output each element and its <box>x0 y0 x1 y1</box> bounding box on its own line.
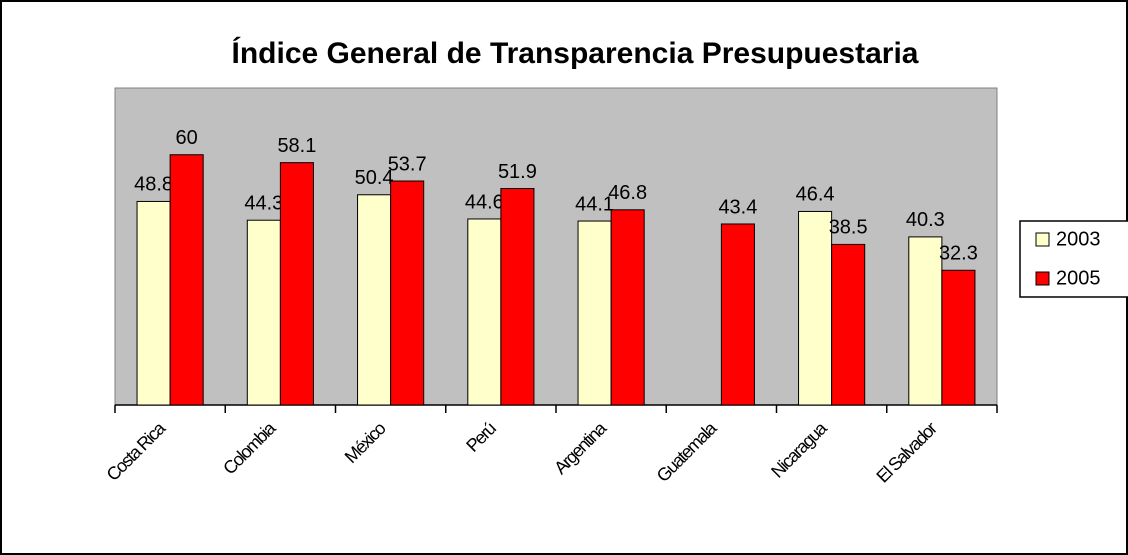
bar <box>720 223 755 406</box>
data-label: 60 <box>176 127 198 149</box>
data-label: 44.3 <box>244 193 283 215</box>
bar <box>279 162 314 406</box>
bar <box>136 200 171 406</box>
bar <box>500 188 535 406</box>
legend-swatch <box>1035 271 1050 286</box>
data-label: 32.3 <box>939 243 978 265</box>
bar <box>610 209 645 406</box>
data-label: 48.8 <box>134 174 173 196</box>
bar <box>390 180 425 406</box>
bar <box>941 269 976 406</box>
data-label: 44.6 <box>465 191 504 213</box>
bar <box>908 236 943 406</box>
bar <box>831 243 866 406</box>
legend-label: 2005 <box>1056 267 1101 289</box>
bar <box>169 154 204 406</box>
legend-label: 2003 <box>1056 228 1101 250</box>
data-label: 46.4 <box>796 184 835 206</box>
bar <box>577 220 612 406</box>
data-label: 43.4 <box>718 196 757 218</box>
data-label: 46.8 <box>608 182 647 204</box>
data-label: 53.7 <box>388 153 427 175</box>
data-label: 58.1 <box>277 135 316 157</box>
bar <box>357 194 392 406</box>
bar <box>798 210 833 406</box>
data-label: 51.9 <box>498 161 537 183</box>
data-label: 38.5 <box>829 217 868 239</box>
data-label: 44.1 <box>575 193 614 215</box>
data-label: 40.3 <box>906 209 945 231</box>
data-label: 50.4 <box>355 167 394 189</box>
bar <box>246 219 281 406</box>
legend-swatch <box>1035 232 1050 247</box>
chart-title: Índice General de Transparencia Presupue… <box>232 36 919 70</box>
bar <box>467 218 502 406</box>
